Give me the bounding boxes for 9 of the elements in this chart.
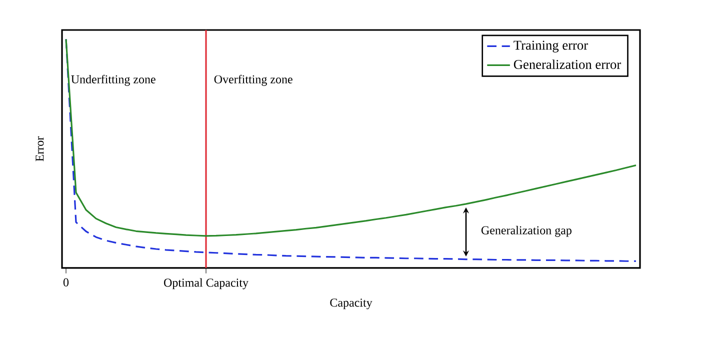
annotation: Generalization gap — [481, 226, 572, 237]
legend-label: Generalization error — [514, 60, 622, 69]
x-tick-label: Optimal Capacity — [164, 278, 248, 290]
annotation: Underfitting zone — [71, 74, 156, 86]
x-tick-label: 0 — [63, 278, 69, 286]
y-axis-title: Error — [36, 136, 44, 162]
annotation: Overfitting zone — [214, 74, 292, 86]
legend-label: Training error — [514, 40, 588, 52]
x-axis-title: Capacity — [330, 298, 372, 310]
